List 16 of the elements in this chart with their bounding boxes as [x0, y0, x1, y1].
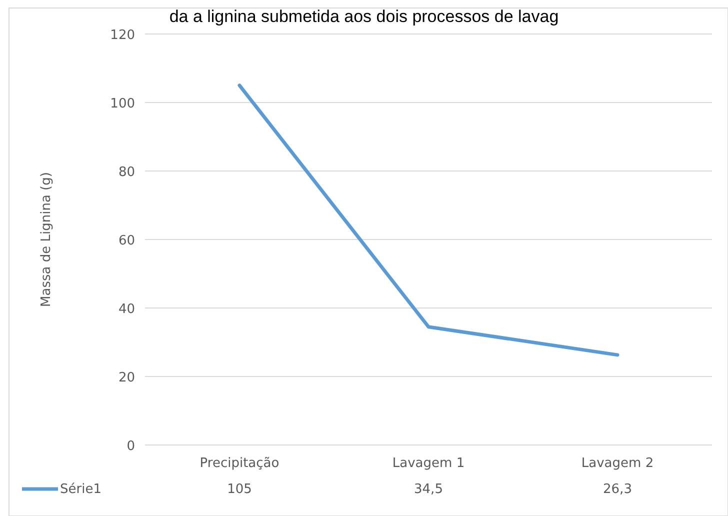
legend-label: Série1 [60, 482, 102, 497]
y-tick-label: 40 [118, 302, 135, 317]
y-tick-label: 80 [118, 165, 135, 180]
data-label: 34,5 [414, 482, 443, 497]
x-tick-label: Lavagem 2 [581, 456, 654, 471]
y-tick-label: 100 [110, 96, 135, 112]
x-tick-label: Lavagem 1 [392, 456, 465, 471]
data-label: 26,3 [603, 482, 632, 497]
x-tick-label: Precipitação [200, 456, 280, 471]
y-tick-label: 0 [126, 439, 135, 454]
y-tick-label: 20 [118, 370, 135, 386]
y-axis-title: Massa de Lignina (g) [39, 172, 54, 307]
y-tick-label: 60 [118, 234, 135, 248]
y-tick-label: 120 [110, 28, 135, 43]
chart-title: da a lignina submetida aos dois processos de lavag [169, 7, 559, 26]
data-label: 105 [227, 482, 252, 497]
